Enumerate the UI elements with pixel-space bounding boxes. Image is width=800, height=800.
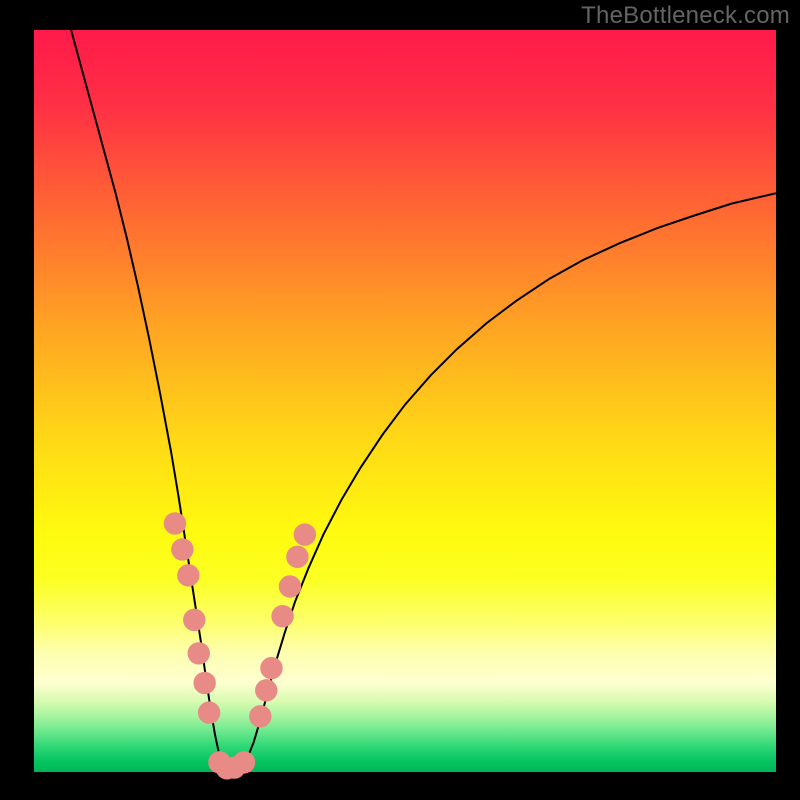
data-marker <box>197 675 212 690</box>
data-marker <box>290 549 305 564</box>
plot-frame <box>34 30 776 772</box>
data-marker <box>175 542 190 557</box>
data-marker <box>187 612 202 627</box>
data-marker <box>264 661 279 676</box>
data-marker <box>259 683 274 698</box>
data-marker <box>282 579 297 594</box>
data-marker <box>181 568 196 583</box>
plot-svg <box>34 30 776 772</box>
data-marker <box>253 709 268 724</box>
data-marker <box>297 527 312 542</box>
data-marker <box>275 609 290 624</box>
data-markers <box>167 516 312 776</box>
data-marker <box>191 646 206 661</box>
watermark-text: TheBottleneck.com <box>581 2 790 30</box>
data-marker <box>202 705 217 720</box>
bottleneck-curve <box>71 30 776 771</box>
data-marker <box>236 755 251 770</box>
data-marker <box>167 516 182 531</box>
stage: TheBottleneck.com <box>0 0 800 800</box>
